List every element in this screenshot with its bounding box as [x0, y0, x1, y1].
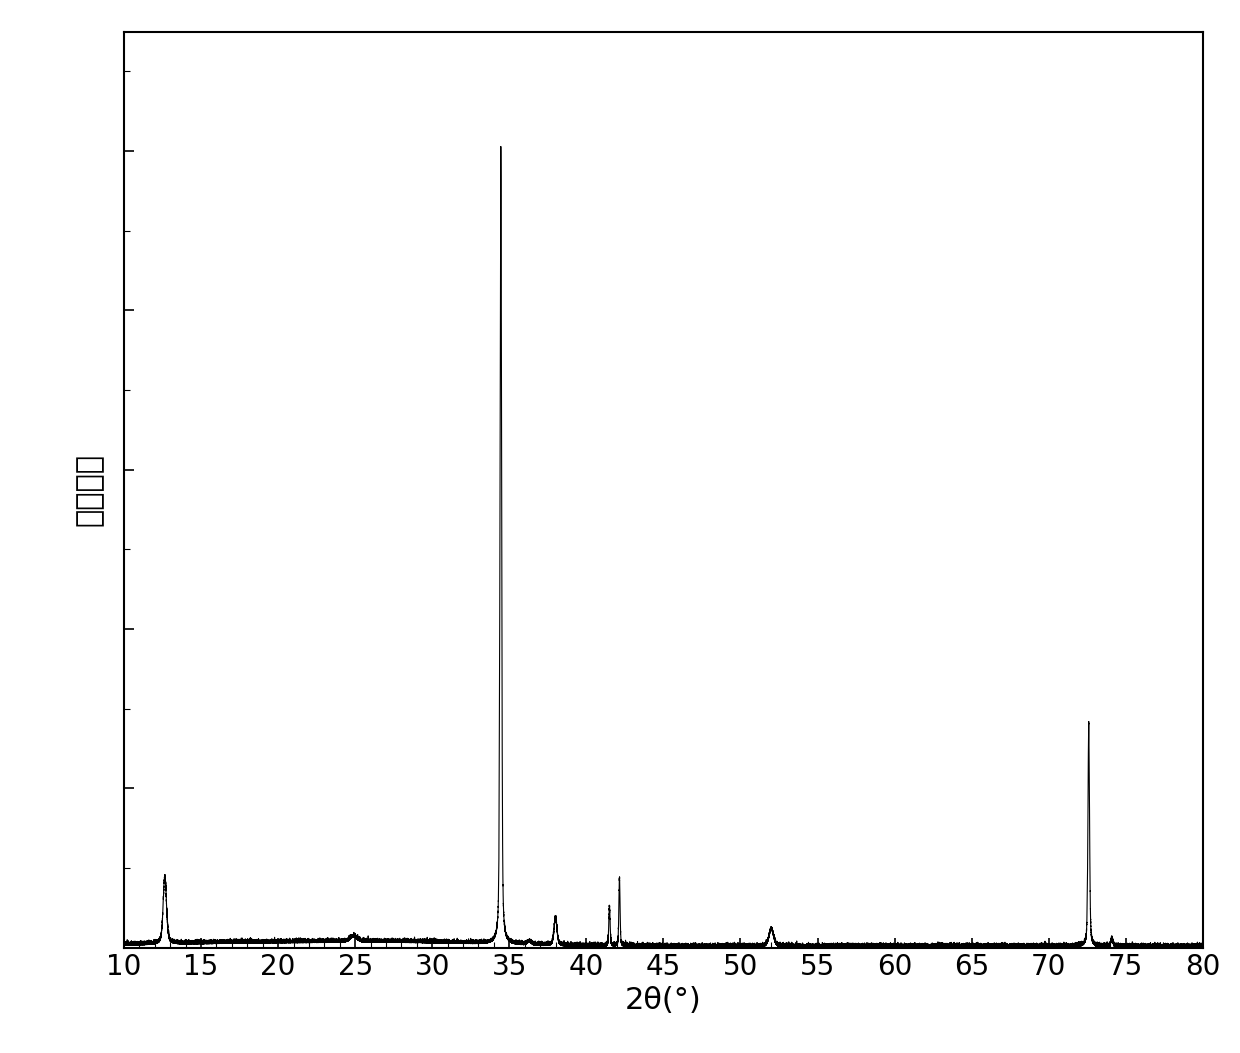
X-axis label: 2θ(°): 2θ(°): [625, 986, 702, 1015]
Y-axis label: 相对强度: 相对强度: [74, 453, 103, 526]
